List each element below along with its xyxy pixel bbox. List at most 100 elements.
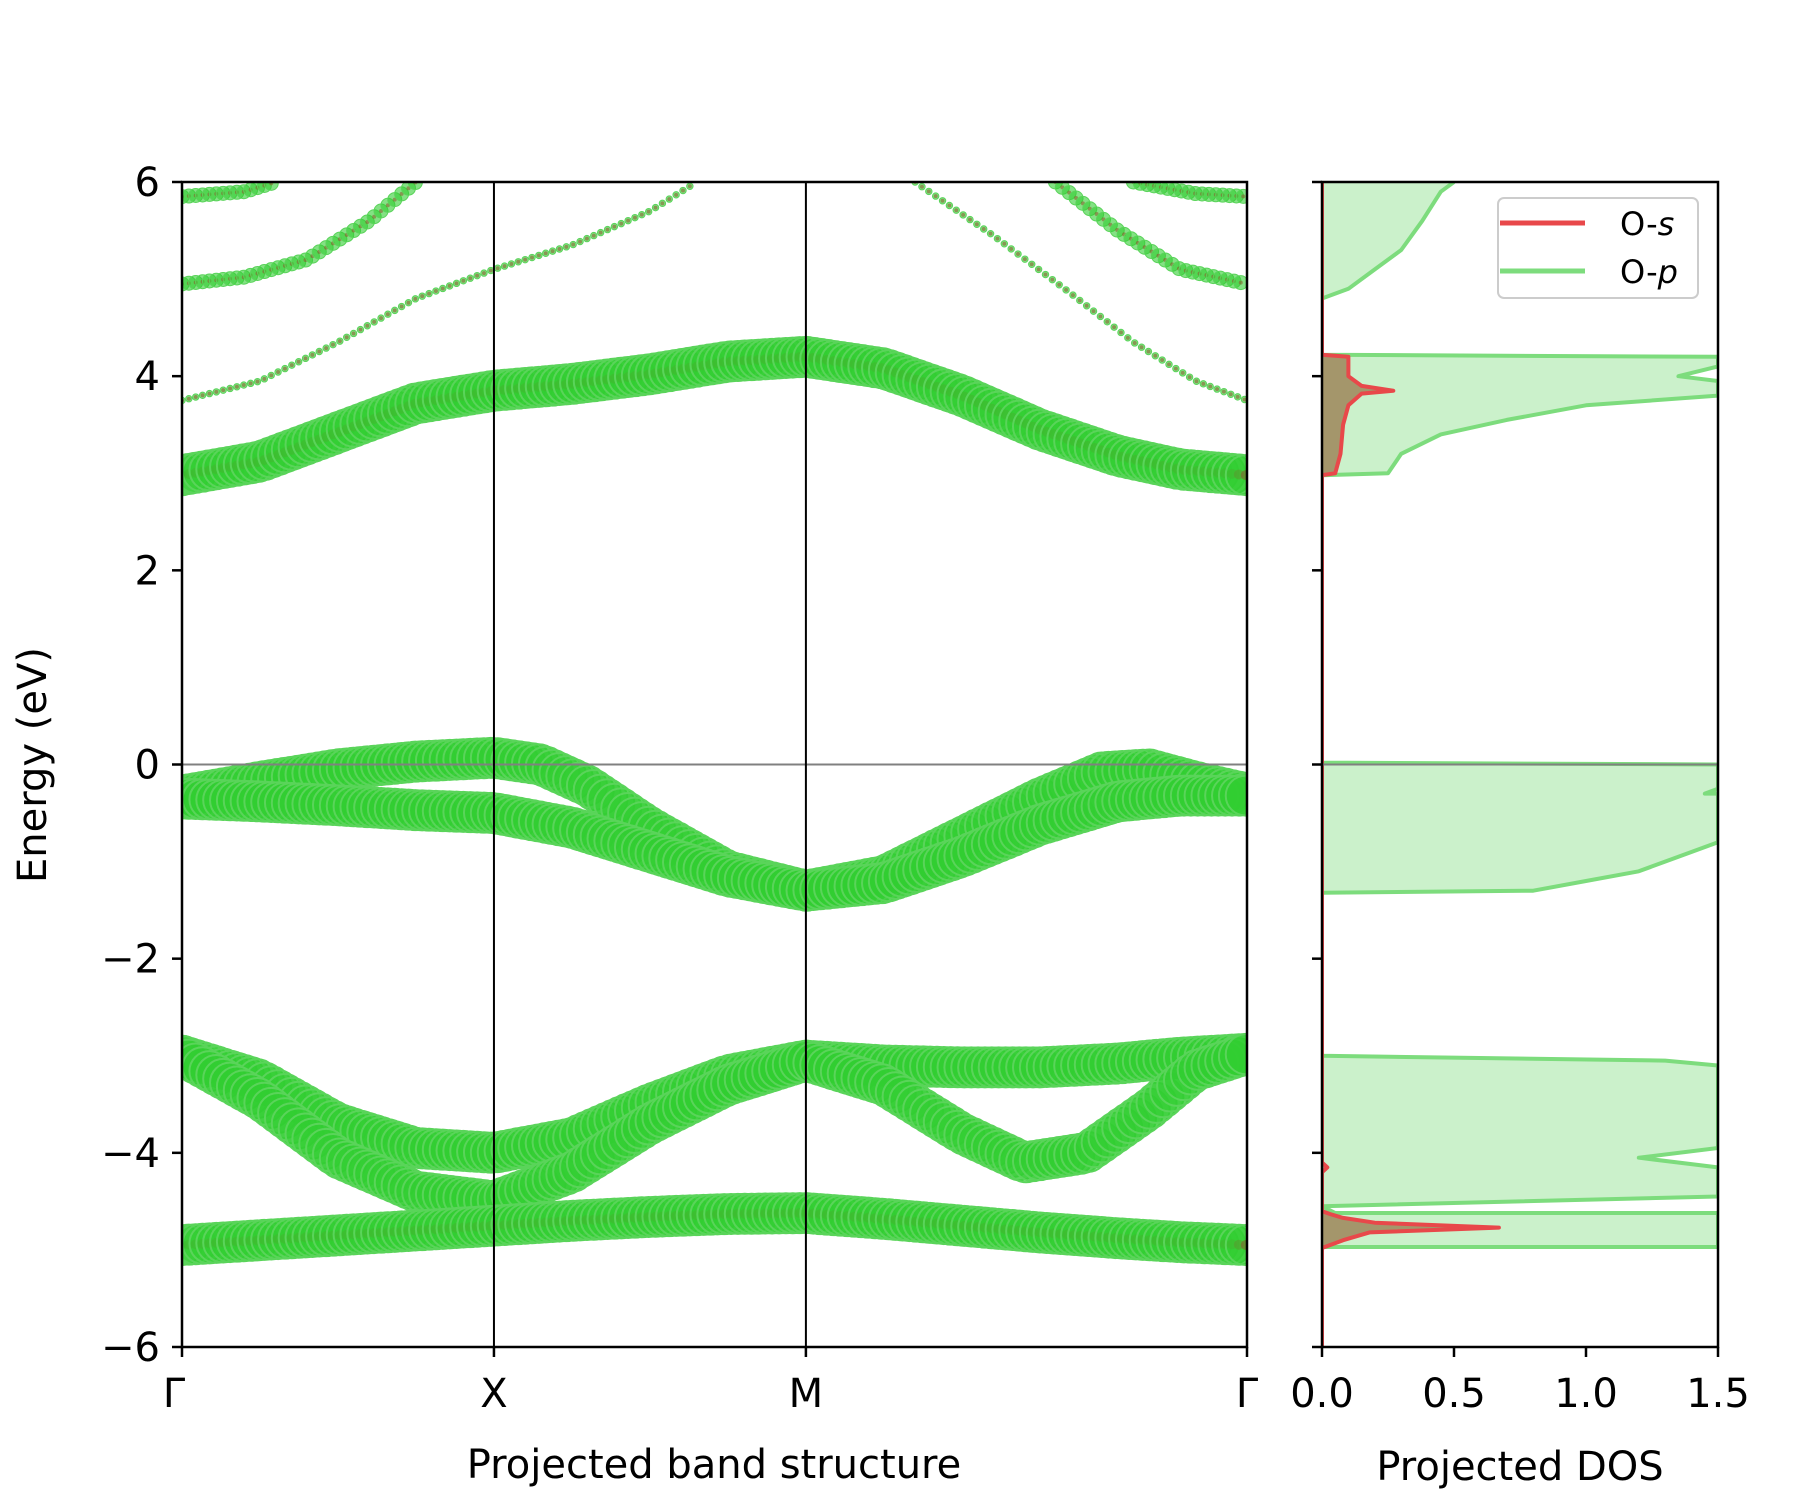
band-y-tick-label: 6 xyxy=(135,160,160,206)
band-x-tick-label: Γ xyxy=(163,1371,186,1417)
band-point-s xyxy=(399,191,404,196)
band-y-tick-label: −4 xyxy=(101,1131,160,1177)
band-point-s xyxy=(1084,303,1089,308)
band-point-s xyxy=(495,266,500,271)
band-point-s xyxy=(646,209,651,214)
band-point-s xyxy=(372,214,377,219)
dos-x-ticks: 0.0 0.5 1.0 1.5 xyxy=(1290,1347,1750,1417)
band-point-s xyxy=(385,312,390,317)
band-point-s xyxy=(1241,194,1246,199)
band-point-s xyxy=(207,391,212,396)
band-x-axis-title: Projected band structure xyxy=(467,1442,961,1488)
band-point-s xyxy=(303,356,308,361)
band-point-s xyxy=(1167,362,1172,367)
band-point-s xyxy=(632,215,637,220)
band-point-s xyxy=(289,363,294,368)
band-point-s xyxy=(406,186,411,191)
band-point-s xyxy=(1070,293,1075,298)
band-structure-panel: −6 −4 −2 0 2 4 6 Γ X M Γ Projected band structure… xyxy=(10,160,1259,1488)
band-point-s xyxy=(337,339,342,344)
band-point-s xyxy=(1221,389,1226,394)
band-point-s xyxy=(276,370,281,375)
band-point-s xyxy=(954,208,959,213)
dos-line-o-s xyxy=(1322,182,1501,1347)
band-point-s xyxy=(262,376,267,381)
band-point-s xyxy=(427,291,432,296)
band-point-s xyxy=(468,276,473,281)
band-point-s xyxy=(269,373,274,378)
band-point-s xyxy=(248,381,253,386)
band-point-s xyxy=(967,217,972,222)
band-point-s xyxy=(1240,470,1247,481)
band-point-s xyxy=(1009,246,1014,251)
band-point-s xyxy=(365,323,370,328)
band-point-s xyxy=(1091,309,1096,314)
band-point-s xyxy=(981,226,986,231)
band-point-s xyxy=(358,327,363,332)
band-point-s xyxy=(186,396,191,401)
band-y-axis-title: Energy (eV) xyxy=(10,647,56,883)
legend-label-o-p: O-p xyxy=(1620,253,1678,291)
band-point-s xyxy=(372,319,377,324)
dos-y-ticks xyxy=(1312,180,1322,1349)
band-point-s xyxy=(974,222,979,227)
band-point-s xyxy=(420,294,425,299)
band-marks xyxy=(182,182,1247,1267)
band-point-s xyxy=(653,205,658,210)
band-point-s xyxy=(605,227,610,232)
band-point-s xyxy=(1238,280,1243,285)
band-point-s xyxy=(1208,384,1213,389)
band-point-s xyxy=(433,289,438,294)
band-point-s xyxy=(687,184,692,189)
band-point-s xyxy=(1036,267,1041,272)
band-conduction-thin-2 xyxy=(911,182,1247,404)
band-point-s xyxy=(1146,349,1151,354)
band-point-s xyxy=(947,203,952,208)
band-point-s xyxy=(1050,277,1055,282)
band-point-s xyxy=(660,201,665,206)
band-point-s xyxy=(488,268,493,273)
band-point-s xyxy=(228,386,233,391)
band-point-s xyxy=(317,349,322,354)
band-y-tick-label: −6 xyxy=(101,1325,160,1371)
band-point-s xyxy=(440,286,445,291)
band-x-tick-label: Γ xyxy=(1236,1371,1259,1417)
band-point-s xyxy=(351,331,356,336)
band-point-s xyxy=(447,283,452,288)
band-point-s xyxy=(1077,298,1082,303)
band-y-ticks: −6 −4 −2 0 2 4 6 xyxy=(101,160,182,1371)
band-point-s xyxy=(241,383,246,388)
band-point-s xyxy=(926,189,931,194)
band-point-s xyxy=(1016,252,1021,257)
dos-x-tick-label: 1.5 xyxy=(1686,1371,1750,1417)
dos-x-tick-label: 1.0 xyxy=(1554,1371,1618,1417)
band-point-s xyxy=(385,203,390,208)
band-point-s xyxy=(619,221,624,226)
band-conduction-upper-4 xyxy=(1125,182,1247,204)
band-point-s xyxy=(523,257,528,262)
band-point-s xyxy=(536,253,541,258)
band-point-s xyxy=(1235,394,1240,399)
band-point-s xyxy=(1105,319,1110,324)
band-point-s xyxy=(454,281,459,286)
band-point-s xyxy=(961,212,966,217)
band-y-tick-label: 2 xyxy=(135,548,160,594)
band-valence-mid-2 xyxy=(182,1033,1247,1222)
band-point-s xyxy=(1180,370,1185,375)
band-point-s xyxy=(1029,262,1034,267)
band-point-s xyxy=(1022,257,1027,262)
band-point-s xyxy=(995,236,1000,241)
band-x-tick-label: X xyxy=(480,1371,507,1417)
band-point-s xyxy=(598,230,603,235)
band-point-s xyxy=(392,308,397,313)
band-point-s xyxy=(221,388,226,393)
band-x-tick-label: M xyxy=(789,1371,824,1417)
band-point-s xyxy=(674,192,679,197)
band-point-s xyxy=(550,249,555,254)
band-point-s xyxy=(530,255,535,260)
band-y-tick-label: 0 xyxy=(135,743,160,789)
band-point-s xyxy=(509,261,514,266)
band-point-s xyxy=(282,366,287,371)
